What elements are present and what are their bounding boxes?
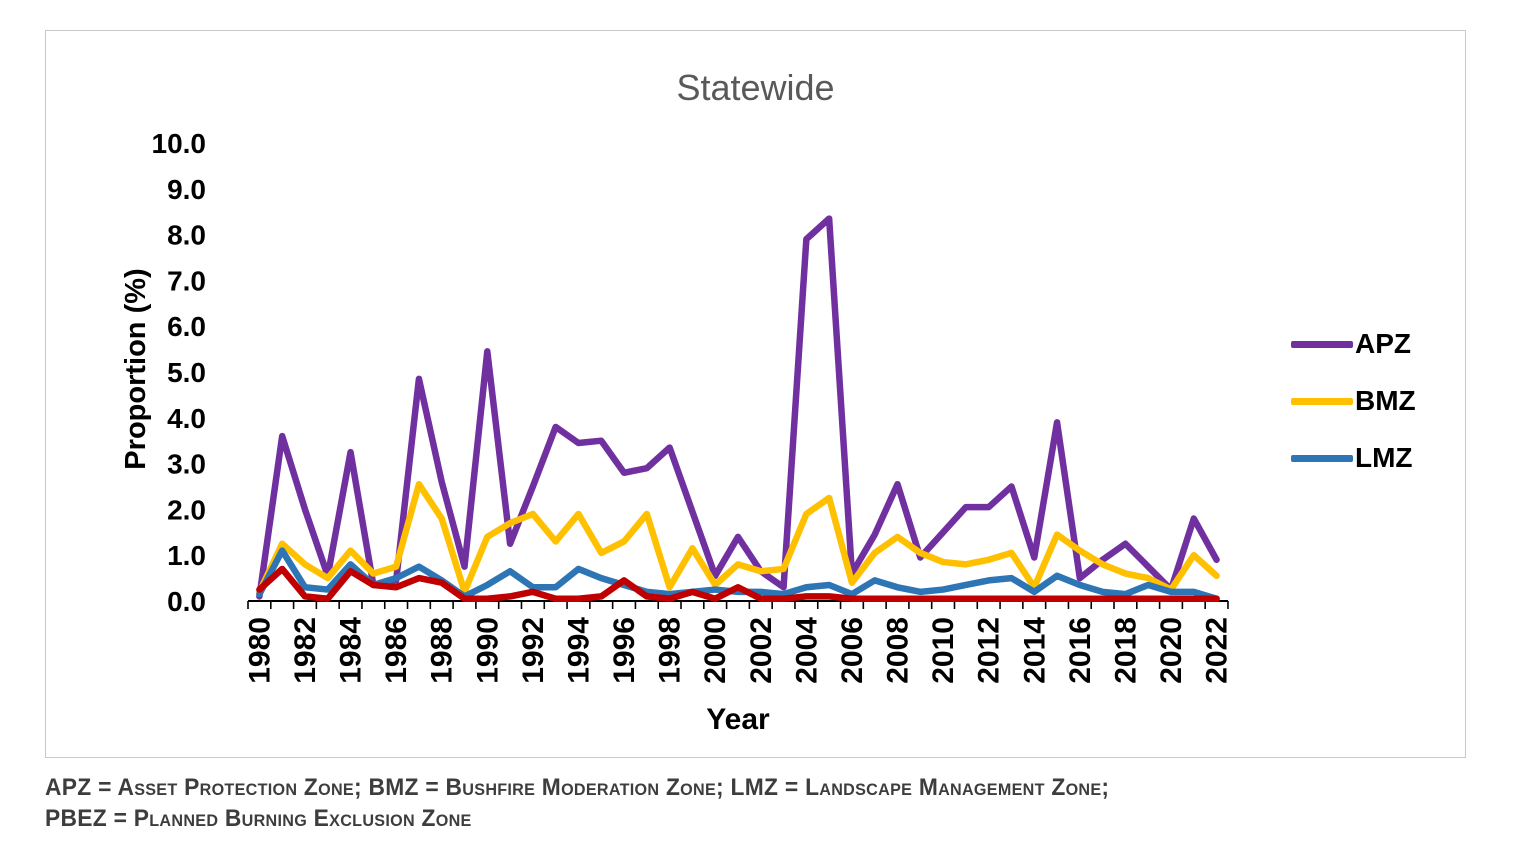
- y-tick-label: 4.0: [167, 403, 206, 434]
- series-line-bmz: [256, 480, 1220, 596]
- x-axis-title: Year: [706, 703, 770, 736]
- caption: APZ = Asset Protection Zone; BMZ = Bushf…: [45, 772, 1109, 834]
- x-tick-label: 1980: [243, 617, 276, 684]
- legend-label-bmz: BMZ: [1355, 385, 1416, 416]
- legend-line-swatch-apz: [1291, 340, 1353, 348]
- x-tick-label: 2006: [836, 617, 869, 684]
- x-tick-label: 2020: [1155, 617, 1188, 684]
- y-tick-label: 5.0: [167, 357, 206, 388]
- legend-line-swatch-lmz: [1291, 454, 1353, 462]
- x-tick-label: 2022: [1201, 617, 1234, 684]
- x-tick-label: 2014: [1018, 617, 1051, 684]
- chart-container: Statewide Proportion (%) 1980 1982 1984 198…: [45, 30, 1466, 758]
- legend-item-apz: APZ: [1291, 328, 1416, 359]
- caption-line-1: APZ = Asset Protection Zone; BMZ = Bushf…: [45, 774, 1110, 801]
- y-tick-label: 6.0: [167, 311, 206, 342]
- legend: APZ BMZ LMZ: [1291, 328, 1416, 473]
- x-tick-label: 2004: [790, 617, 823, 684]
- y-tick-label: 8.0: [167, 220, 206, 251]
- series-line-pbez: [256, 565, 1220, 602]
- x-tick-label: 2012: [973, 617, 1006, 684]
- series-line-apz: [256, 215, 1220, 600]
- x-tick-label: 2000: [699, 617, 732, 684]
- x-tick-label: 1998: [654, 617, 687, 684]
- x-tick-label: 1984: [335, 617, 368, 684]
- x-tick-label: 2002: [745, 617, 778, 684]
- y-tick-label: 7.0: [167, 265, 206, 296]
- x-tick-label: 1990: [471, 617, 504, 684]
- x-tick-label: 1988: [426, 617, 459, 684]
- x-tick-label: 2008: [882, 617, 915, 684]
- x-tick-label: 1986: [380, 617, 413, 684]
- y-tick-label: 10.0: [152, 128, 207, 159]
- x-tick-label: 1992: [517, 617, 550, 684]
- legend-item-bmz: BMZ: [1291, 385, 1416, 416]
- legend-item-lmz: LMZ: [1291, 442, 1416, 473]
- y-tick-label: 2.0: [167, 494, 206, 525]
- caption-line-2: PBEZ = Planned Burning Exclusion Zone: [45, 805, 472, 832]
- x-tick-label: 1982: [289, 617, 322, 684]
- y-tick-label: 1.0: [167, 540, 206, 571]
- chart-title: Statewide: [676, 67, 835, 108]
- y-tick-label: 9.0: [167, 174, 206, 205]
- x-tick-label: 2010: [927, 617, 960, 684]
- y-tick-label: 0.0: [167, 586, 206, 617]
- legend-line-swatch-bmz: [1291, 397, 1353, 405]
- x-tick-label: 1994: [562, 617, 595, 684]
- y-tick-label: 3.0: [167, 449, 206, 480]
- legend-label-lmz: LMZ: [1355, 442, 1413, 473]
- legend-label-apz: APZ: [1355, 328, 1411, 359]
- series-line-lmz: [256, 547, 1220, 602]
- plot-area: 1980 1982 1984 1986 1988 1990 1992 1994 1996 1998…: [152, 128, 1234, 684]
- x-tick-label: 1996: [608, 617, 641, 684]
- x-tick-label: 2018: [1109, 617, 1142, 684]
- x-tick-label: 2016: [1064, 617, 1097, 684]
